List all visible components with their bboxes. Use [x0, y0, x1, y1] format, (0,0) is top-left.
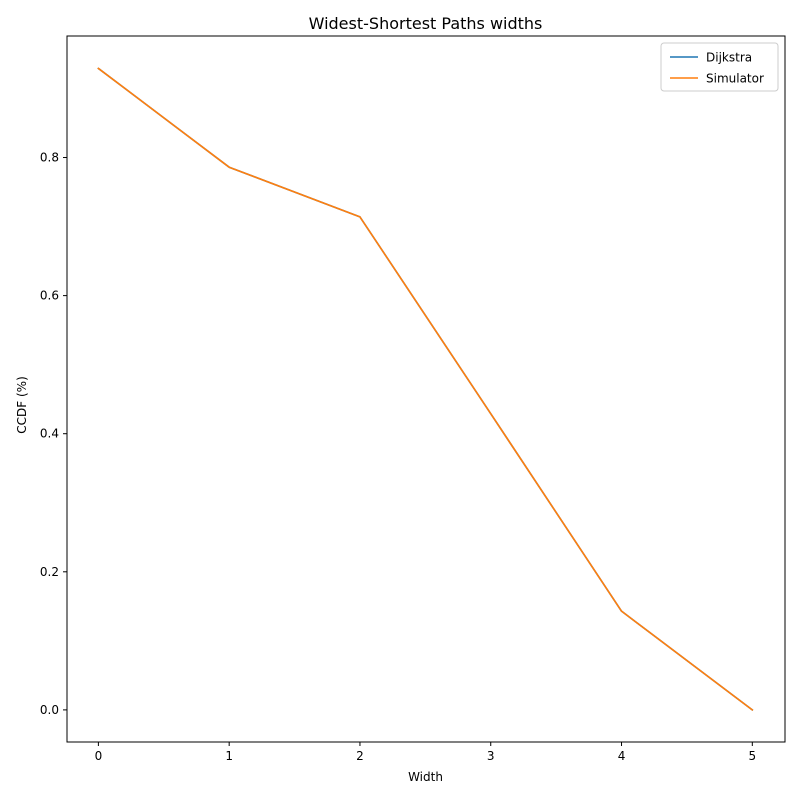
x-tick-label: 4 — [618, 749, 626, 763]
legend: Dijkstra Simulator — [660, 42, 779, 92]
y-axis: 0.0 0.2 0.4 0.6 0.8 — [40, 151, 67, 717]
chart-title: Widest-Shortest Paths widths — [309, 14, 543, 33]
y-tick-label: 0.2 — [40, 565, 59, 579]
series-line-simulator — [97, 67, 754, 712]
x-tick-label: 1 — [225, 749, 233, 763]
y-tick-label: 0.6 — [40, 289, 59, 303]
x-axis: 0 1 2 3 4 5 — [95, 742, 756, 763]
plot-area — [66, 35, 786, 743]
x-axis-label: Width — [408, 770, 443, 784]
y-tick-label: 0.8 — [40, 151, 59, 165]
y-tick-label: 0.0 — [40, 703, 59, 717]
y-tick-label: 0.4 — [40, 427, 59, 441]
x-tick-label: 0 — [95, 749, 103, 763]
x-tick-label: 2 — [356, 749, 364, 763]
x-tick-label: 3 — [487, 749, 495, 763]
series-layer — [97, 67, 754, 712]
y-axis-label: CCDF (%) — [15, 376, 29, 433]
legend-label-simulator: Simulator — [706, 72, 764, 86]
x-tick-label: 5 — [748, 749, 756, 763]
legend-label-dijkstra: Dijkstra — [706, 51, 752, 65]
axes-frame — [66, 35, 786, 743]
legend-box — [660, 42, 779, 92]
